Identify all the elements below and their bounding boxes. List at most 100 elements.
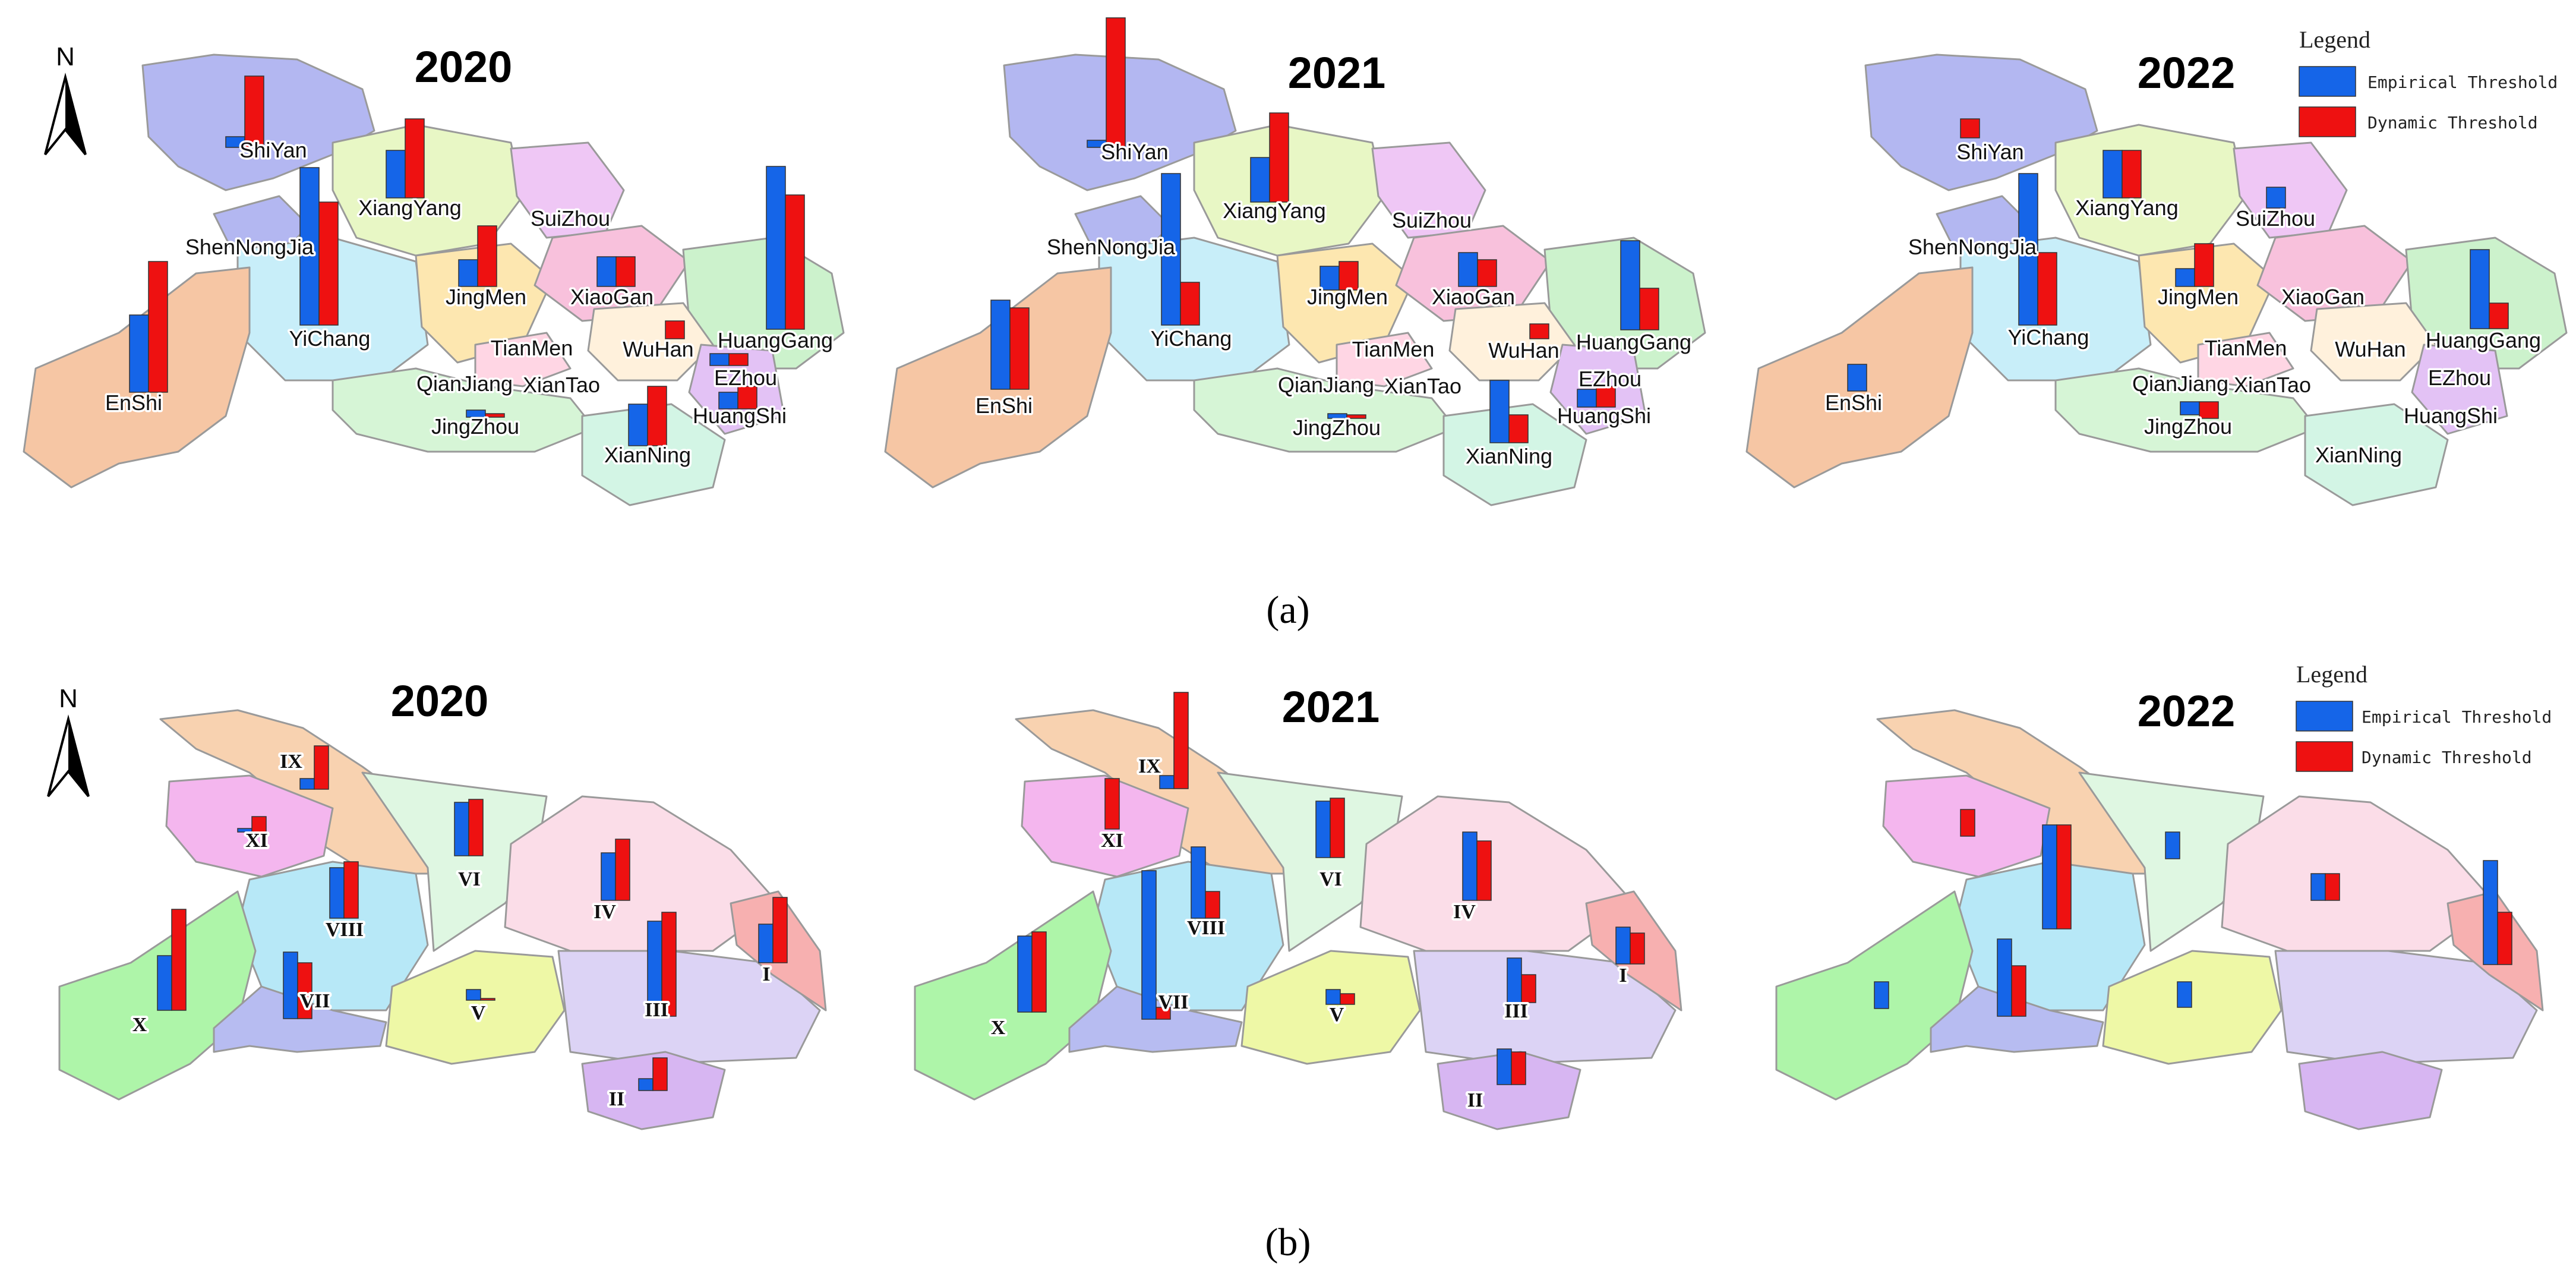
bar-dynamic [1340,993,1355,1005]
bar-dynamic [1338,261,1359,291]
region-label: TianMen [2205,336,2287,360]
panel-caption: (b) [1265,1221,1311,1264]
bar-empirical [454,802,469,856]
region-label: XianNing [1466,444,1552,468]
map-a-2021: 2021 [884,17,1706,506]
bar-dynamic [343,861,359,919]
zone-label: II [609,1088,624,1110]
bar-dynamic [1529,323,1549,339]
bar-group [990,17,1659,443]
bar-empirical [2310,873,2326,901]
bar-dynamic [661,912,677,1017]
bar-dynamic [1476,840,1492,901]
bar-empirical [299,167,320,326]
bar-dynamic [1009,307,1030,390]
region-label: EnShi [976,393,1033,418]
region-label: ShenNongJia [1908,235,2037,259]
region-label: EZhou [2428,365,2491,390]
region-label: XianNing [2315,443,2402,467]
map-b-2020: 2020 [58,676,827,1130]
bar-dynamic [171,909,187,1011]
region-label: WuHan [2335,337,2405,361]
region-label: EnShi [1825,390,1882,415]
map-b-2021: 2021 [914,682,1682,1130]
legend-title: Legend [2299,26,2370,53]
region-label: XiangYang [1223,198,1325,223]
panel-b: N 2020 [47,661,2552,1264]
bar-group [1847,118,2509,419]
region-label: XiaoGan [570,285,654,309]
region-label: JingZhou [431,414,519,439]
bar-dynamic [314,745,329,790]
bar-dynamic [1180,282,1200,326]
region-label: JingZhou [2144,414,2232,439]
zone-label: III [1504,1000,1528,1022]
bar-dynamic [1205,891,1220,919]
zone-label: VI [1319,868,1342,890]
bar-empirical [2103,150,2123,198]
zone-label: VIII [1187,917,1225,939]
bar-dynamic [647,386,667,446]
bar-dynamic [405,118,425,198]
bar-dynamic [468,799,484,856]
bar-group [129,75,805,446]
bar-empirical [2470,249,2490,329]
bar-empirical [1325,989,1341,1005]
legend-swatch-empirical [2296,701,2353,732]
bar-group [157,745,788,1091]
bar-dynamic [1960,118,1980,138]
bar-empirical [1847,364,1867,392]
city-regions [1745,53,2568,506]
bar-empirical [601,852,616,901]
bar-dynamic [1106,17,1126,148]
svg-text:N: N [59,684,78,713]
zone-label: IX [1138,755,1161,777]
region-label: WuHan [1488,338,1559,363]
bar-dynamic [1630,932,1645,965]
map-a-2020: 2020 [23,42,845,506]
region-label: HuangGang [1576,330,1691,354]
legend-swatch-empirical [2299,66,2356,97]
bar-group [1874,809,2512,1017]
bar-dynamic [2011,965,2026,1017]
bar-empirical [1615,927,1631,965]
zone-label: X [132,1014,147,1036]
north-arrow: N [47,684,90,798]
year-title: 2020 [415,42,513,92]
bar-empirical [2165,831,2180,859]
bar-empirical [990,300,1011,390]
region-label: QianJiang [1278,373,1374,397]
zone-label: VIII [326,919,364,941]
region-label: ShiYan [1101,140,1168,164]
bar-dynamic [2037,252,2057,326]
zone-label: IV [1453,901,1476,923]
bar-empirical [1159,775,1175,789]
bar-empirical [1997,938,2012,1017]
bar-empirical [466,989,481,1001]
bar-empirical [1161,173,1181,326]
zone-label: II [1467,1089,1483,1111]
bar-empirical [2180,401,2200,415]
zone-labels: IX XI VI IV VIII X VII V III I II [989,753,1630,1114]
bar-empirical [2175,268,2195,287]
bar-empirical [1874,981,1889,1009]
legend-label-dynamic: Dynamic Threshold [2362,748,2532,767]
bar-empirical [1141,870,1157,1020]
region-label: YiChang [1151,326,1232,351]
panel-a: N 2020 [23,17,2568,632]
bar-dynamic [2056,824,2072,929]
region-label: XiangYang [358,196,461,220]
bar-dynamic [477,225,497,287]
bar-empirical [329,867,345,919]
region-label: TianMen [1352,337,1435,361]
bar-dynamic [1521,974,1536,1003]
legend-label-empirical: Empirical Threshold [2367,73,2558,92]
region-label: XiaoGan [2281,285,2365,309]
bar-empirical [647,921,662,1017]
bar-dynamic [1330,798,1345,858]
bar-empirical [766,166,786,330]
bar-empirical [718,392,738,409]
region-label: ShiYan [239,138,307,162]
region-labels: ShiYan XiangYang SuiZhou ShenNongJia Jin… [973,138,1693,471]
